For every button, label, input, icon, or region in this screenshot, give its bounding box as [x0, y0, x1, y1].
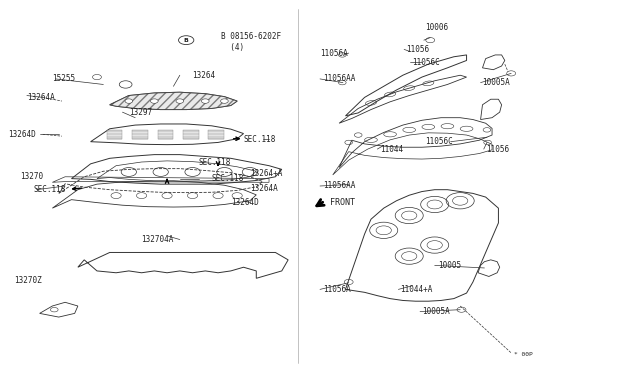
Bar — [106, 130, 122, 139]
Circle shape — [125, 99, 132, 103]
Text: 11056C: 11056C — [412, 58, 440, 67]
Text: B: B — [184, 38, 189, 43]
Bar — [132, 130, 148, 139]
Text: SEC.118: SEC.118 — [244, 135, 276, 144]
Text: 10005A: 10005A — [422, 307, 450, 316]
Text: 13270Z: 13270Z — [14, 276, 42, 285]
Text: 13264+A: 13264+A — [250, 169, 282, 177]
Text: 11056: 11056 — [406, 45, 429, 54]
Text: 13264A: 13264A — [250, 184, 278, 193]
Text: 10005A: 10005A — [483, 78, 510, 87]
Text: 11044: 11044 — [381, 145, 404, 154]
Bar — [209, 130, 225, 139]
Text: * 00P: * 00P — [515, 352, 533, 357]
Circle shape — [221, 99, 228, 103]
Text: SEC.118: SEC.118 — [212, 174, 244, 183]
Text: 132704A: 132704A — [141, 235, 174, 244]
Bar — [157, 130, 173, 139]
Circle shape — [176, 99, 184, 103]
Text: 11044+A: 11044+A — [399, 285, 432, 294]
Text: 13270: 13270 — [20, 172, 44, 181]
Text: 13264D: 13264D — [8, 130, 35, 139]
Text: 13264A: 13264A — [27, 93, 54, 102]
Text: 13264D: 13264D — [231, 198, 259, 207]
Text: B 08156-6202F
  (4): B 08156-6202F (4) — [221, 32, 282, 52]
Text: 11056A: 11056A — [320, 49, 348, 58]
Text: 11056C: 11056C — [425, 137, 453, 146]
Text: 15255: 15255 — [52, 74, 76, 83]
Text: FRONT: FRONT — [330, 198, 355, 207]
Text: 11056AA: 11056AA — [323, 74, 356, 83]
Polygon shape — [109, 92, 237, 110]
Text: 10006: 10006 — [425, 23, 448, 32]
Circle shape — [202, 99, 209, 103]
Text: 11056AA: 11056AA — [323, 182, 356, 190]
Text: 13264: 13264 — [193, 71, 216, 80]
Text: SEC.118: SEC.118 — [199, 157, 231, 167]
Text: 11056: 11056 — [486, 145, 509, 154]
Circle shape — [150, 99, 158, 103]
Text: 13297: 13297 — [129, 108, 152, 117]
Text: 11056A: 11056A — [323, 285, 351, 294]
Text: SEC.118: SEC.118 — [33, 185, 66, 194]
Text: 10005: 10005 — [438, 261, 461, 270]
Bar — [183, 130, 199, 139]
